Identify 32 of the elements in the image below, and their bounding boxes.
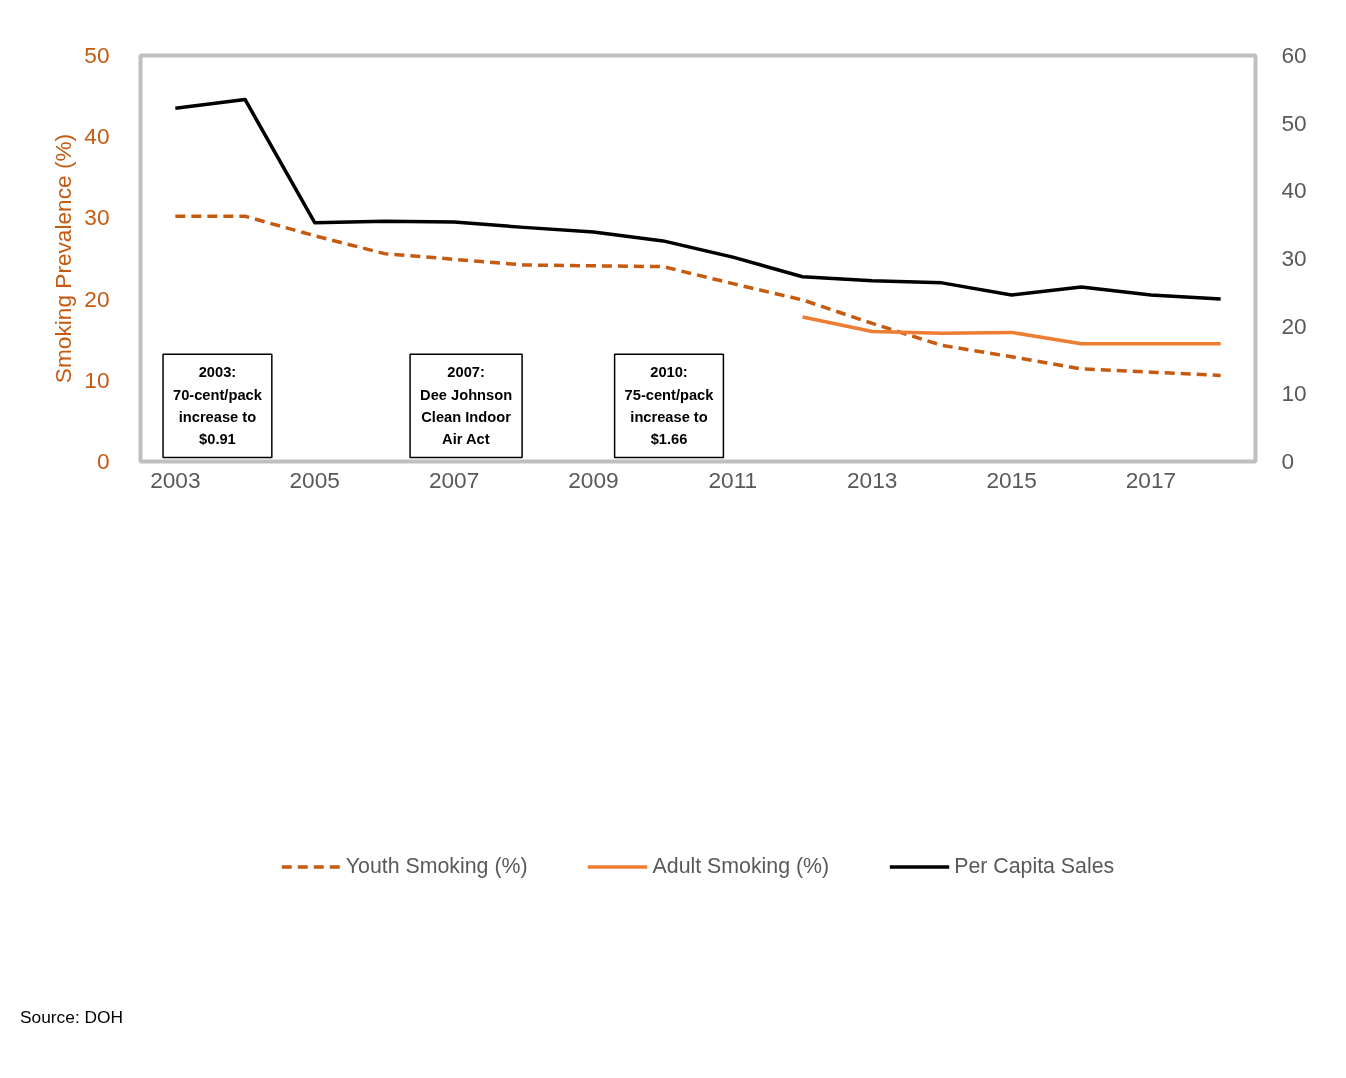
y2-tick-label: 10 bbox=[1281, 380, 1307, 407]
legend-label: Adult Smoking (%) bbox=[652, 853, 830, 879]
annotation: 2010: 75-cent/pack increase to $1.66 bbox=[624, 364, 715, 448]
line-series bbox=[173, 214, 1223, 378]
x-tick-label: 2017 bbox=[1125, 466, 1177, 493]
x-tick-label: 2005 bbox=[289, 466, 340, 493]
x-tick-label: 2015 bbox=[986, 466, 1037, 493]
x-tick-label: 2011 bbox=[708, 466, 758, 493]
y2-tick-label: 0 bbox=[1281, 448, 1295, 474]
y-axis-title: Smoking Prevalence (%) bbox=[50, 133, 77, 384]
y-tick-label: 50 bbox=[84, 42, 110, 68]
legend-label: Per Capita Sales bbox=[954, 853, 1115, 879]
y-tick-label: 20 bbox=[84, 285, 110, 312]
y2-tick-label: 30 bbox=[1281, 245, 1307, 271]
y2-tick-label: 40 bbox=[1281, 177, 1307, 204]
y-tick-label: 0 bbox=[96, 448, 110, 474]
x-tick-label: 2009 bbox=[568, 466, 619, 493]
y-tick-label: 10 bbox=[84, 366, 110, 393]
annotation: 2003: 70-cent/pack increase to $0.91 bbox=[173, 364, 263, 448]
line-series bbox=[173, 97, 1223, 301]
legend-label: Youth Smoking (%) bbox=[345, 853, 528, 879]
y2-tick-label: 20 bbox=[1281, 312, 1307, 339]
y2-tick-label: 50 bbox=[1281, 109, 1307, 136]
x-tick-label: 2003 bbox=[150, 466, 201, 493]
y-tick-label: 40 bbox=[84, 123, 110, 150]
source-note: Source: DOH bbox=[20, 1006, 124, 1029]
y2-tick-label: 60 bbox=[1281, 42, 1307, 68]
annotation: 2007: Dee Johnson Clean Indoor Air Act bbox=[420, 364, 513, 448]
x-tick-label: 2013 bbox=[847, 466, 898, 493]
x-tick-label: 2007 bbox=[428, 466, 480, 493]
line-series bbox=[800, 315, 1223, 346]
y-tick-label: 30 bbox=[84, 204, 110, 231]
